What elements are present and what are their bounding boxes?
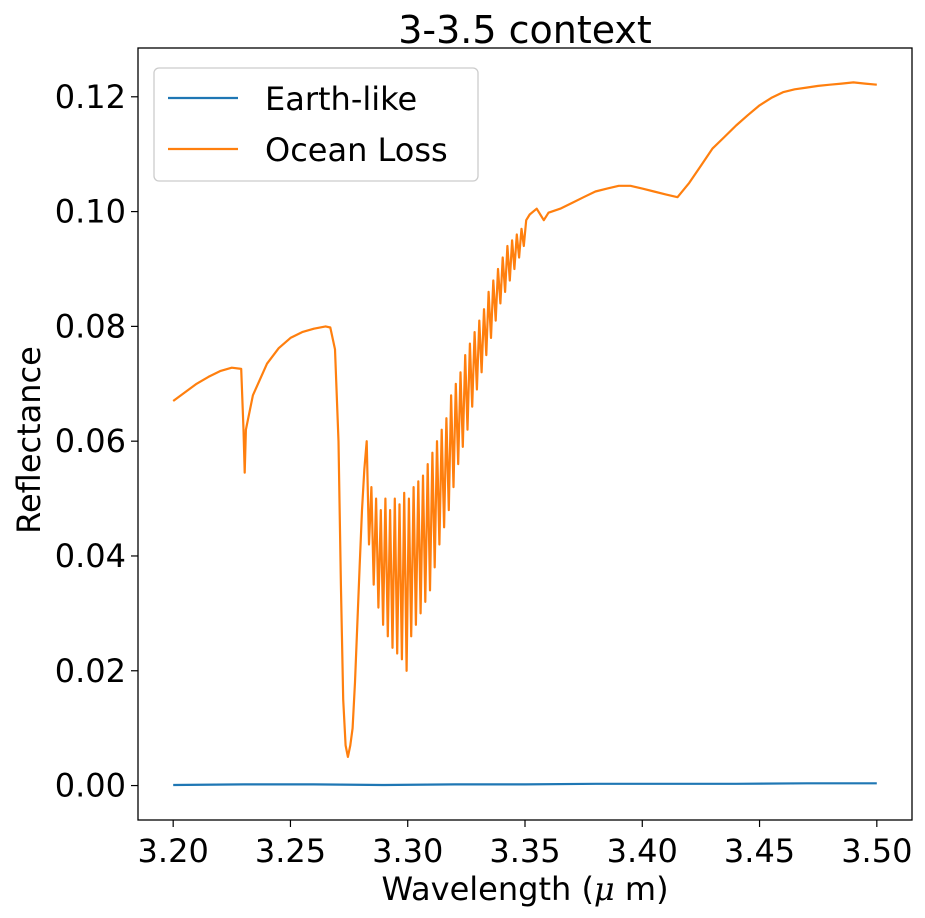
y-tick-label: 0.02 (55, 652, 126, 690)
y-axis-title: Reflectance (10, 346, 48, 534)
y-tick-label: 0.00 (55, 767, 126, 805)
y-tick-label: 0.08 (55, 307, 126, 345)
legend-label-ocean-loss: Ocean Loss (265, 131, 448, 169)
x-axis: 3.20 3.25 3.30 3.35 3.40 3.45 3.50 (138, 820, 912, 870)
y-tick-label: 0.12 (55, 78, 126, 116)
legend-box (153, 67, 479, 182)
x-tick-label: 3.45 (724, 832, 795, 870)
legend-label-earth-like: Earth-like (265, 80, 417, 118)
x-tick-label: 3.50 (841, 832, 912, 870)
series-line-earth-like (173, 782, 877, 787)
x-tick-label: 3.30 (372, 832, 443, 870)
legend: Earth-like Ocean Loss (153, 67, 479, 182)
y-axis: 0.00 0.02 0.04 0.06 0.08 0.10 0.12 (55, 78, 138, 805)
x-axis-title: Wavelength (μ m) (381, 870, 668, 908)
x-tick-label: 3.25 (255, 832, 326, 870)
y-tick-label: 0.06 (55, 422, 126, 460)
chart-title: 3-3.5 context (398, 8, 652, 52)
y-tick-label: 0.04 (55, 537, 126, 575)
x-tick-label: 3.20 (138, 832, 209, 870)
x-tick-label: 3.40 (607, 832, 678, 870)
plot-series-group (172, 81, 877, 787)
y-tick-label: 0.10 (55, 193, 126, 231)
series-line-ocean-loss (172, 81, 877, 759)
x-tick-label: 3.35 (489, 832, 560, 870)
